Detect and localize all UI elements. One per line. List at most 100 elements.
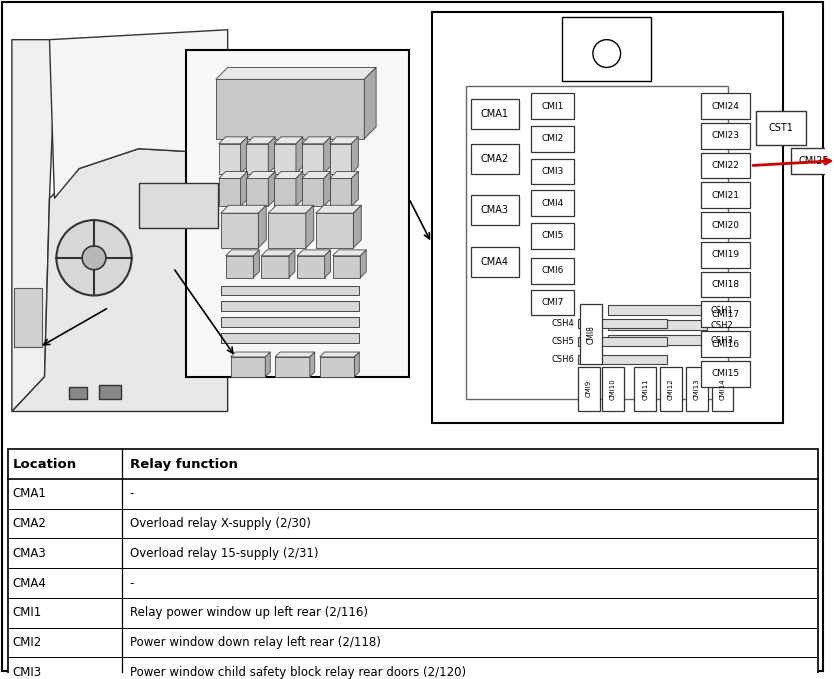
Polygon shape (247, 137, 275, 144)
Polygon shape (360, 250, 366, 278)
Text: Power window down relay left rear (2/118): Power window down relay left rear (2/118… (129, 636, 380, 649)
Bar (261, 256, 289, 278)
Text: CMA2: CMA2 (13, 517, 47, 530)
Polygon shape (259, 205, 266, 248)
Polygon shape (319, 352, 359, 357)
Text: CSH2: CSH2 (711, 320, 733, 330)
Text: CSH1: CSH1 (711, 306, 733, 315)
Bar (471, 196, 519, 225)
Bar (302, 179, 324, 206)
Bar (578, 337, 667, 346)
Bar (216, 79, 364, 139)
Bar (247, 179, 269, 206)
Bar (701, 123, 751, 149)
Bar (530, 258, 574, 284)
Bar (329, 179, 351, 206)
Polygon shape (296, 137, 303, 174)
Polygon shape (240, 137, 248, 174)
Bar (274, 179, 296, 206)
Bar (471, 144, 519, 174)
Bar (219, 179, 240, 206)
Polygon shape (354, 352, 359, 377)
Bar (530, 159, 574, 185)
Text: CMI22: CMI22 (711, 161, 740, 170)
Text: Relay power window up left rear (2/116): Relay power window up left rear (2/116) (129, 606, 368, 619)
Bar (329, 144, 351, 174)
Polygon shape (274, 172, 303, 179)
Polygon shape (316, 205, 361, 213)
Polygon shape (12, 149, 228, 411)
Polygon shape (219, 172, 248, 179)
Bar (319, 357, 354, 377)
Bar (701, 183, 751, 208)
Text: -: - (129, 488, 134, 500)
Bar (8, 449, 817, 679)
Text: CMI21: CMI21 (711, 191, 740, 200)
Polygon shape (306, 205, 314, 248)
Bar (602, 367, 624, 411)
Bar (661, 367, 682, 411)
Polygon shape (254, 250, 259, 278)
Text: CSH3: CSH3 (711, 335, 734, 345)
Polygon shape (269, 137, 275, 174)
Text: CMI7: CMI7 (541, 298, 564, 307)
Bar (471, 99, 519, 129)
Bar (231, 357, 265, 377)
Bar (701, 242, 751, 268)
Text: CMI25: CMI25 (798, 155, 829, 166)
Text: CMI14: CMI14 (720, 378, 726, 399)
Bar (580, 304, 602, 364)
Text: Overload relay X-supply (2/30): Overload relay X-supply (2/30) (129, 517, 310, 530)
Bar (274, 144, 296, 174)
Bar (530, 190, 574, 216)
Polygon shape (231, 352, 270, 357)
Polygon shape (324, 172, 330, 206)
Bar (530, 93, 574, 119)
Text: CMI3: CMI3 (13, 666, 42, 679)
Text: CST1: CST1 (768, 123, 793, 133)
Bar (701, 153, 751, 179)
Text: Overload relay 15-supply (2/31): Overload relay 15-supply (2/31) (129, 547, 318, 559)
Text: CMI16: CMI16 (711, 340, 740, 348)
Polygon shape (324, 137, 330, 174)
Bar (14, 287, 42, 347)
Bar (221, 317, 359, 327)
Polygon shape (297, 250, 330, 256)
Polygon shape (10, 30, 228, 416)
Text: CMI8: CMI8 (586, 325, 595, 344)
Text: CMI18: CMI18 (711, 280, 740, 289)
Bar (756, 111, 806, 145)
Text: CMA3: CMA3 (13, 547, 47, 559)
Text: CMI12: CMI12 (668, 378, 674, 399)
Text: Location: Location (13, 458, 77, 471)
Bar (226, 256, 254, 278)
Polygon shape (226, 250, 259, 256)
Text: CMI10: CMI10 (610, 378, 615, 399)
Circle shape (57, 220, 132, 295)
Bar (701, 361, 751, 387)
Bar (466, 86, 728, 399)
Bar (99, 385, 121, 399)
Text: CMA2: CMA2 (481, 153, 509, 164)
Polygon shape (49, 30, 228, 198)
Text: CMI1: CMI1 (541, 102, 564, 111)
Bar (530, 126, 574, 151)
Text: CMI17: CMI17 (711, 310, 740, 319)
Text: CMA1: CMA1 (13, 488, 47, 500)
Polygon shape (221, 205, 266, 213)
Polygon shape (329, 137, 359, 144)
Text: CMI11: CMI11 (642, 378, 648, 399)
Polygon shape (324, 250, 330, 278)
Polygon shape (274, 137, 303, 144)
Text: CMA3: CMA3 (481, 205, 509, 215)
Text: CMI19: CMI19 (711, 251, 740, 259)
Text: CSH5: CSH5 (551, 337, 574, 346)
Polygon shape (269, 205, 314, 213)
Polygon shape (275, 352, 314, 357)
Bar (608, 335, 706, 345)
Circle shape (593, 39, 620, 67)
Text: CSH6: CSH6 (551, 355, 574, 364)
Text: CMI20: CMI20 (711, 221, 740, 230)
Polygon shape (12, 39, 54, 411)
Bar (562, 17, 651, 81)
